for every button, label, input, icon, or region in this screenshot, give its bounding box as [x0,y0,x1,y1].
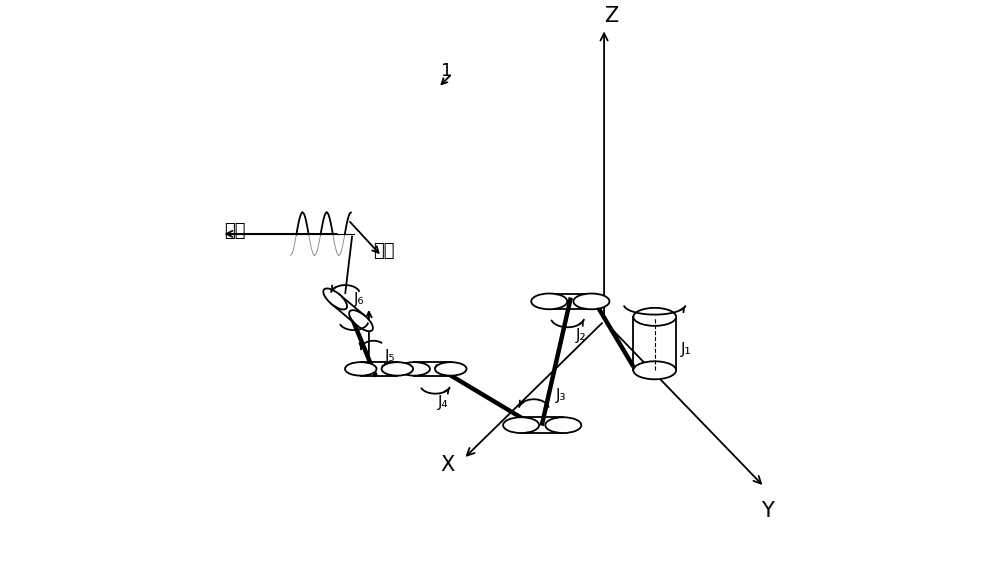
Text: J₃: J₃ [556,388,567,402]
Ellipse shape [382,362,413,376]
Ellipse shape [633,308,676,326]
Ellipse shape [398,362,430,376]
Text: J₂: J₂ [576,328,587,343]
Text: J₄: J₄ [438,396,449,410]
Text: 1: 1 [441,62,452,80]
Ellipse shape [531,294,567,310]
Ellipse shape [345,362,377,376]
Text: X: X [441,454,455,475]
Ellipse shape [633,361,676,379]
Ellipse shape [323,288,347,310]
Text: 振幅: 振幅 [373,242,395,260]
Text: J₁: J₁ [681,341,691,357]
Text: Z: Z [604,6,618,26]
Text: 相位: 相位 [224,222,246,240]
Ellipse shape [545,417,581,433]
Ellipse shape [349,310,373,331]
Text: Y: Y [761,501,774,521]
Ellipse shape [573,294,609,310]
Ellipse shape [435,362,467,376]
Ellipse shape [503,417,539,433]
Text: J₆: J₆ [354,292,364,307]
Text: J₅: J₅ [385,349,395,364]
